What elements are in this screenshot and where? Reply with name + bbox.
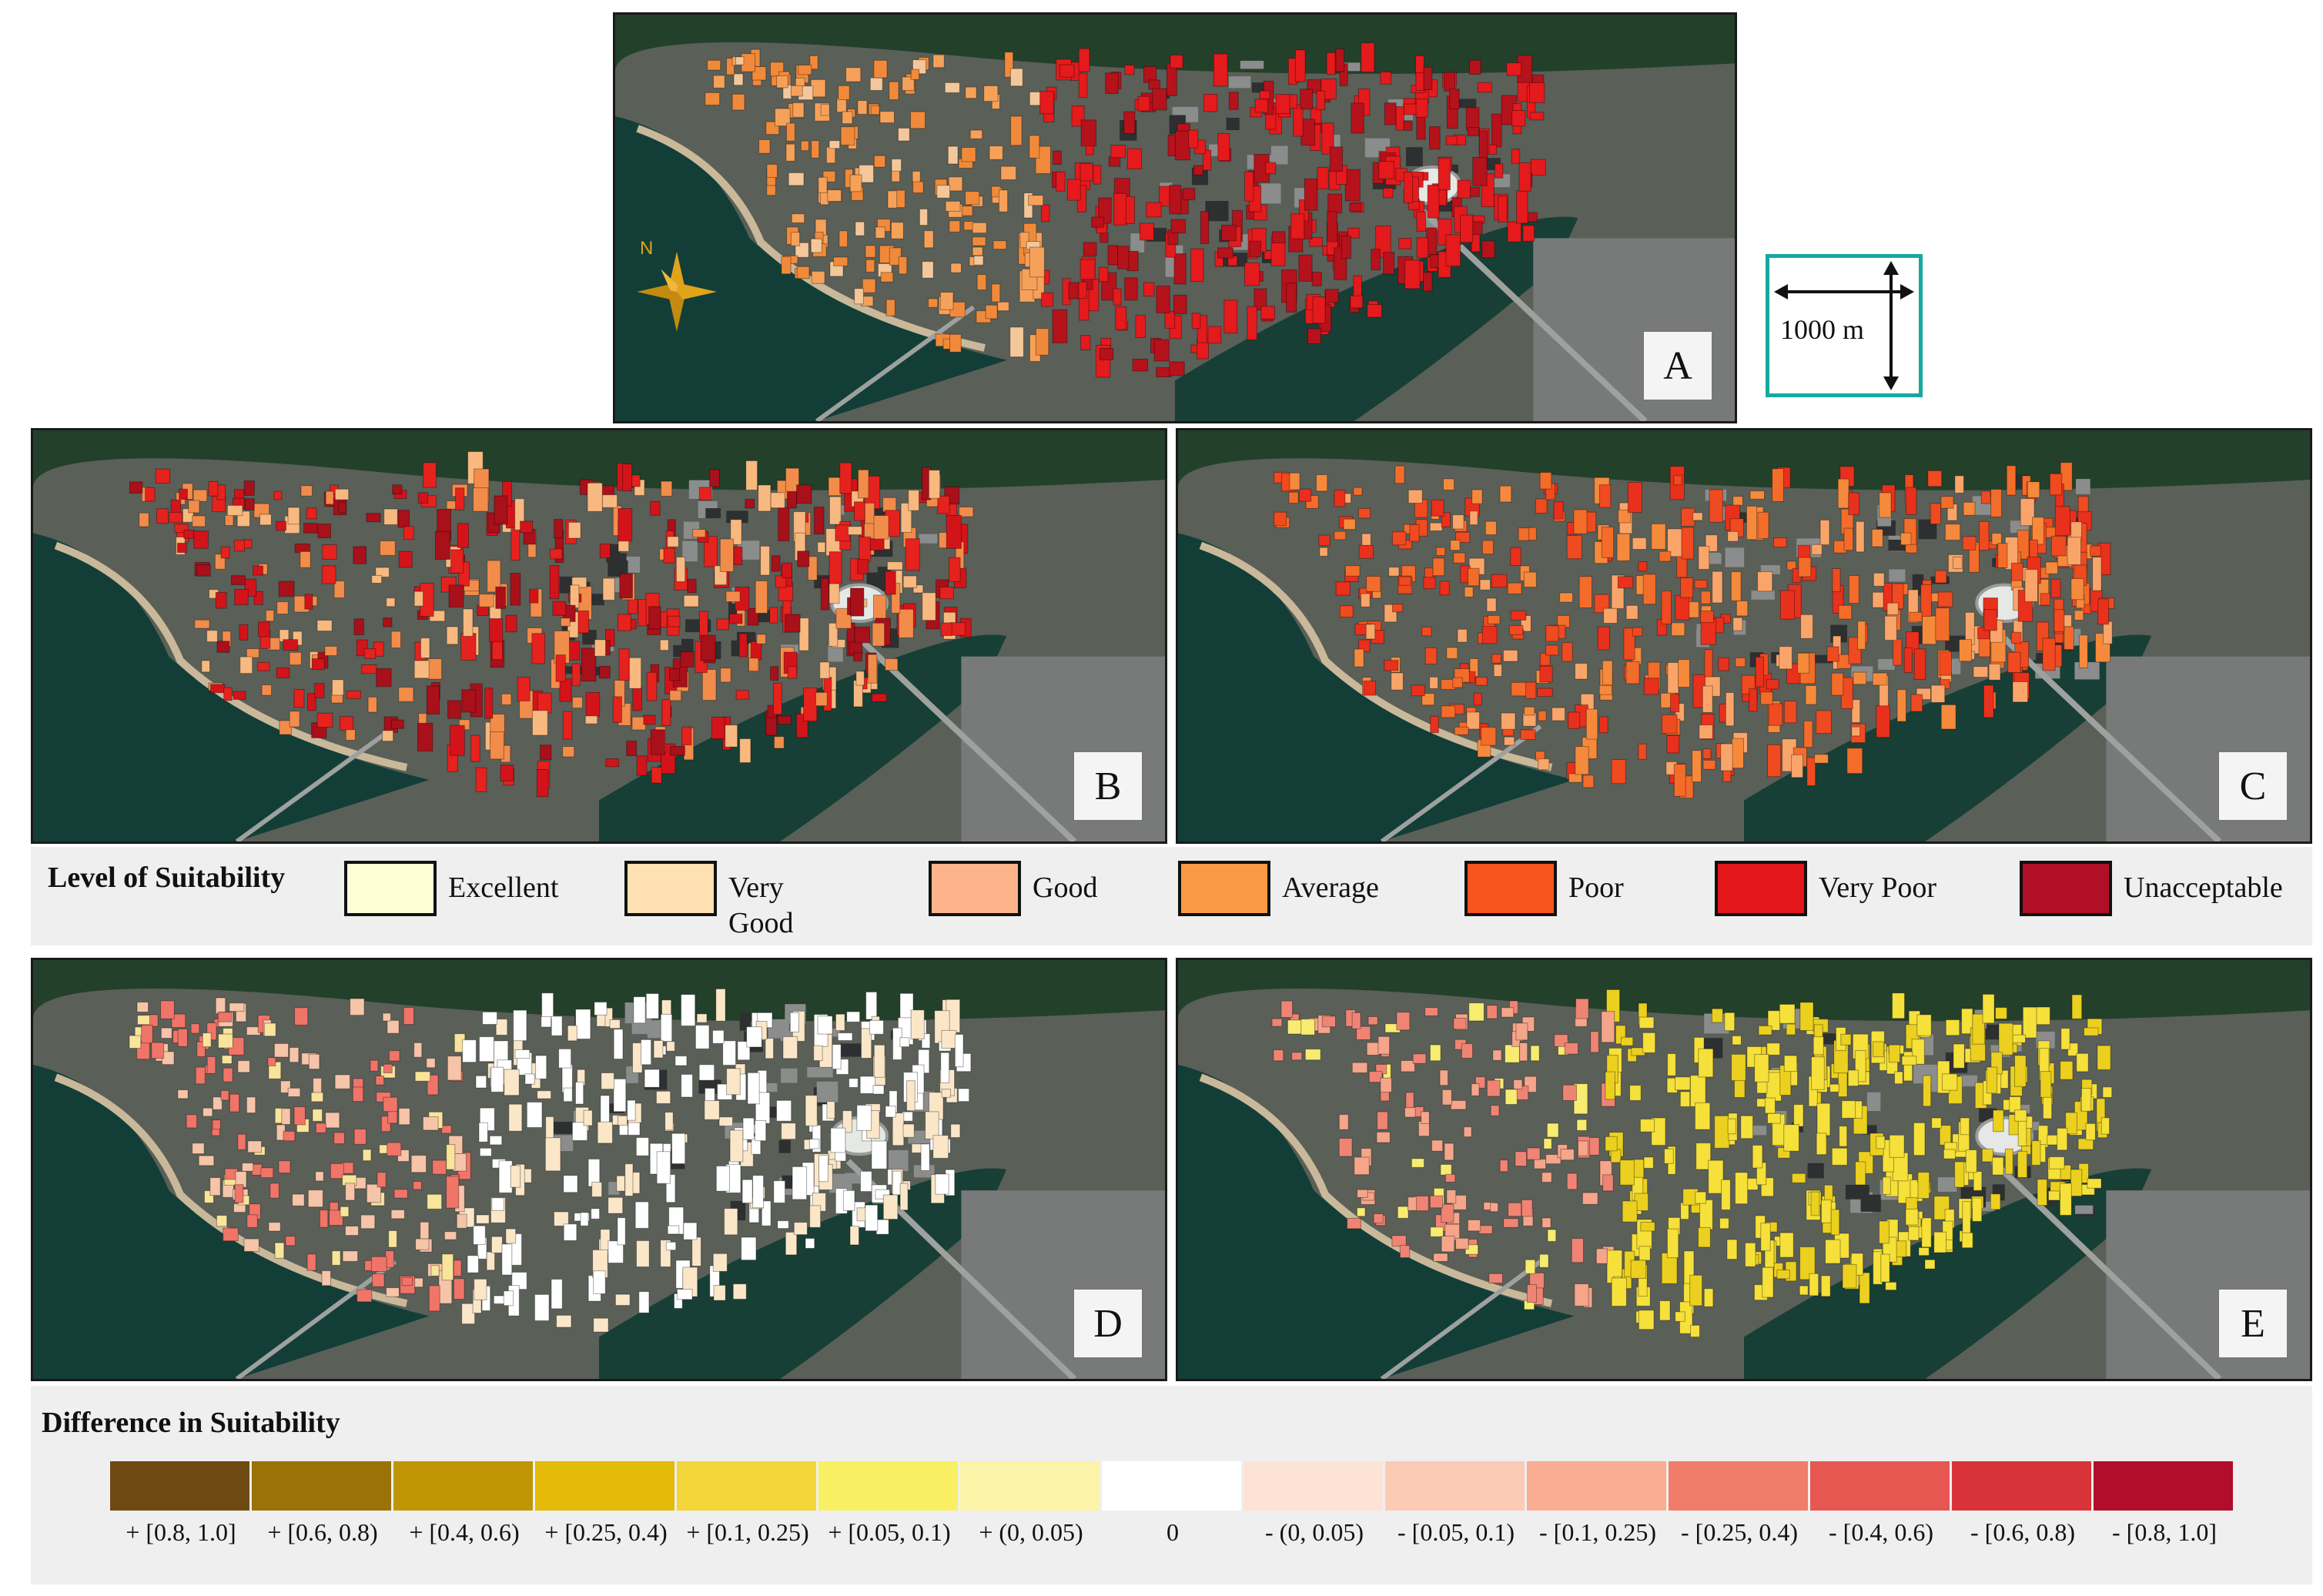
difference-swatch xyxy=(1810,1461,1952,1511)
difference-labels: + [0.8, 1.0] + [0.6, 0.8) + [0.4, 0.6) + [0… xyxy=(110,1518,2235,1557)
difference-swatch xyxy=(960,1461,1102,1511)
map-panel-d: D xyxy=(31,958,1167,1381)
suitability-swatch xyxy=(624,861,717,916)
difference-label: - [0.1, 0.25) xyxy=(1539,1518,1656,1546)
compass-icon xyxy=(637,252,717,332)
suitability-swatch xyxy=(344,861,437,916)
difference-legend: Difference in Suitability + [0.8, 1.0] + … xyxy=(31,1386,2312,1584)
difference-label: + [0.05, 0.1) xyxy=(828,1518,951,1546)
suitability-label: Very Poor xyxy=(1819,872,1937,904)
compass-north-label: N xyxy=(640,238,654,259)
panel-label-c: C xyxy=(2218,751,2288,821)
difference-label: - [0.4, 0.6) xyxy=(1829,1518,1933,1546)
difference-label: 0 xyxy=(1167,1518,1179,1546)
compass-rose: N xyxy=(623,238,731,346)
difference-swatch xyxy=(535,1461,677,1511)
suitability-swatch xyxy=(1178,861,1270,916)
scale-arrows-icon xyxy=(1774,261,1914,390)
difference-swatch xyxy=(1244,1461,1385,1511)
map-d-canvas xyxy=(33,960,1165,1379)
difference-label: + [0.4, 0.6) xyxy=(409,1518,520,1546)
difference-label: - [0.05, 0.1) xyxy=(1397,1518,1515,1546)
panel-label-e: E xyxy=(2218,1288,2288,1359)
difference-label: - [0.6, 0.8) xyxy=(1970,1518,2075,1546)
suitability-swatch xyxy=(929,861,1021,916)
map-a-canvas xyxy=(615,15,1735,421)
scale-bar: 1000 m xyxy=(1766,254,1923,397)
suitability-label: Very Good xyxy=(728,872,794,939)
suitability-label: Poor xyxy=(1568,872,1624,904)
difference-swatch xyxy=(110,1461,252,1511)
difference-swatch xyxy=(1669,1461,1810,1511)
map-e-canvas xyxy=(1178,960,2310,1379)
difference-swatch xyxy=(2094,1461,2235,1511)
difference-label: + [0.6, 0.8) xyxy=(267,1518,378,1546)
difference-label: - [0.8, 1.0] xyxy=(2112,1518,2217,1546)
suitability-swatch xyxy=(2020,861,2112,916)
difference-label: - [0.25, 0.4) xyxy=(1681,1518,1798,1546)
map-b-canvas xyxy=(33,430,1165,841)
difference-swatch xyxy=(1102,1461,1244,1511)
panel-label-d: D xyxy=(1073,1288,1143,1359)
map-panel-b: B xyxy=(31,428,1167,844)
panel-label-b: B xyxy=(1073,751,1143,821)
map-c-canvas xyxy=(1178,430,2310,841)
difference-swatch xyxy=(393,1461,535,1511)
map-panel-a: N A xyxy=(613,12,1737,423)
suitability-label: Average xyxy=(1282,872,1379,904)
difference-swatch xyxy=(1385,1461,1527,1511)
suitability-label: Excellent xyxy=(448,872,559,904)
suitability-legend: Level of Suitability Excellent Very Good G… xyxy=(31,847,2312,945)
difference-color-bar xyxy=(110,1461,2235,1511)
scale-bar-label: 1000 m xyxy=(1780,314,1865,345)
difference-label: - (0, 0.05) xyxy=(1265,1518,1364,1546)
difference-swatch xyxy=(252,1461,393,1511)
suitability-swatch xyxy=(1715,861,1807,916)
difference-swatch xyxy=(1527,1461,1669,1511)
suitability-legend-title: Level of Suitability xyxy=(48,862,286,894)
suitability-label: Good xyxy=(1033,872,1098,904)
map-panel-e: E xyxy=(1176,958,2312,1381)
difference-swatch xyxy=(818,1461,960,1511)
difference-label: + [0.8, 1.0] xyxy=(126,1518,236,1546)
suitability-swatch xyxy=(1464,861,1557,916)
map-panel-c: C xyxy=(1176,428,2312,844)
difference-swatch xyxy=(1952,1461,2094,1511)
panel-label-a: A xyxy=(1642,330,1713,401)
suitability-label: Unacceptable xyxy=(2124,872,2283,904)
difference-label: + [0.25, 0.4) xyxy=(544,1518,668,1546)
difference-label: + (0, 0.05) xyxy=(979,1518,1083,1546)
difference-swatch xyxy=(677,1461,818,1511)
difference-legend-title: Difference in Suitability xyxy=(42,1407,340,1439)
difference-label: + [0.1, 0.25) xyxy=(686,1518,809,1546)
